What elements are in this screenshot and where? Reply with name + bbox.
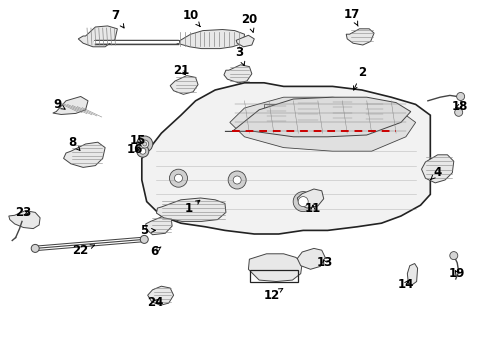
- Polygon shape: [9, 211, 40, 229]
- Text: 23: 23: [15, 206, 31, 219]
- Polygon shape: [346, 29, 373, 45]
- Circle shape: [449, 252, 457, 260]
- Text: 24: 24: [146, 296, 163, 309]
- Polygon shape: [421, 155, 453, 183]
- Text: 11: 11: [304, 202, 321, 215]
- FancyBboxPatch shape: [264, 104, 288, 122]
- Circle shape: [228, 171, 245, 189]
- Circle shape: [169, 169, 187, 187]
- Text: 17: 17: [343, 8, 360, 26]
- Polygon shape: [297, 189, 323, 208]
- Text: 5: 5: [140, 224, 155, 237]
- Polygon shape: [145, 216, 172, 235]
- Circle shape: [140, 148, 145, 154]
- Circle shape: [31, 244, 39, 252]
- FancyBboxPatch shape: [295, 102, 320, 122]
- Text: 13: 13: [316, 256, 333, 269]
- Polygon shape: [236, 35, 254, 47]
- Text: 20: 20: [241, 13, 257, 32]
- Text: 9: 9: [54, 98, 65, 111]
- Text: 18: 18: [450, 100, 467, 113]
- Polygon shape: [407, 264, 417, 285]
- Circle shape: [141, 140, 148, 148]
- Polygon shape: [224, 65, 251, 83]
- Text: 12: 12: [263, 288, 282, 302]
- Circle shape: [454, 108, 462, 116]
- Text: 15: 15: [129, 134, 146, 147]
- Polygon shape: [176, 30, 244, 49]
- Text: 19: 19: [448, 267, 465, 280]
- Text: 21: 21: [172, 64, 189, 77]
- Polygon shape: [156, 198, 225, 221]
- Circle shape: [456, 93, 464, 100]
- Text: 10: 10: [182, 9, 200, 27]
- Text: 8: 8: [68, 136, 80, 150]
- Polygon shape: [53, 96, 88, 114]
- Polygon shape: [142, 83, 429, 234]
- Circle shape: [298, 197, 307, 207]
- Text: 1: 1: [184, 200, 200, 215]
- Text: 2: 2: [353, 66, 365, 90]
- Text: 14: 14: [397, 278, 413, 291]
- Circle shape: [293, 192, 312, 212]
- Text: 22: 22: [72, 244, 94, 257]
- Circle shape: [137, 145, 148, 157]
- Polygon shape: [63, 142, 105, 167]
- Text: 4: 4: [430, 166, 441, 180]
- Polygon shape: [229, 97, 415, 151]
- Text: 7: 7: [111, 9, 124, 28]
- Circle shape: [142, 142, 146, 146]
- Circle shape: [233, 176, 241, 184]
- Circle shape: [140, 235, 148, 243]
- Polygon shape: [224, 97, 410, 137]
- FancyBboxPatch shape: [329, 100, 354, 120]
- Polygon shape: [248, 254, 302, 282]
- Circle shape: [137, 136, 152, 152]
- Polygon shape: [78, 26, 117, 47]
- Text: 6: 6: [150, 246, 161, 258]
- Polygon shape: [147, 286, 173, 305]
- Polygon shape: [170, 76, 198, 94]
- Text: 3: 3: [235, 46, 244, 66]
- Text: 16: 16: [126, 143, 142, 156]
- Polygon shape: [297, 248, 325, 269]
- FancyBboxPatch shape: [363, 103, 385, 121]
- Circle shape: [174, 174, 182, 182]
